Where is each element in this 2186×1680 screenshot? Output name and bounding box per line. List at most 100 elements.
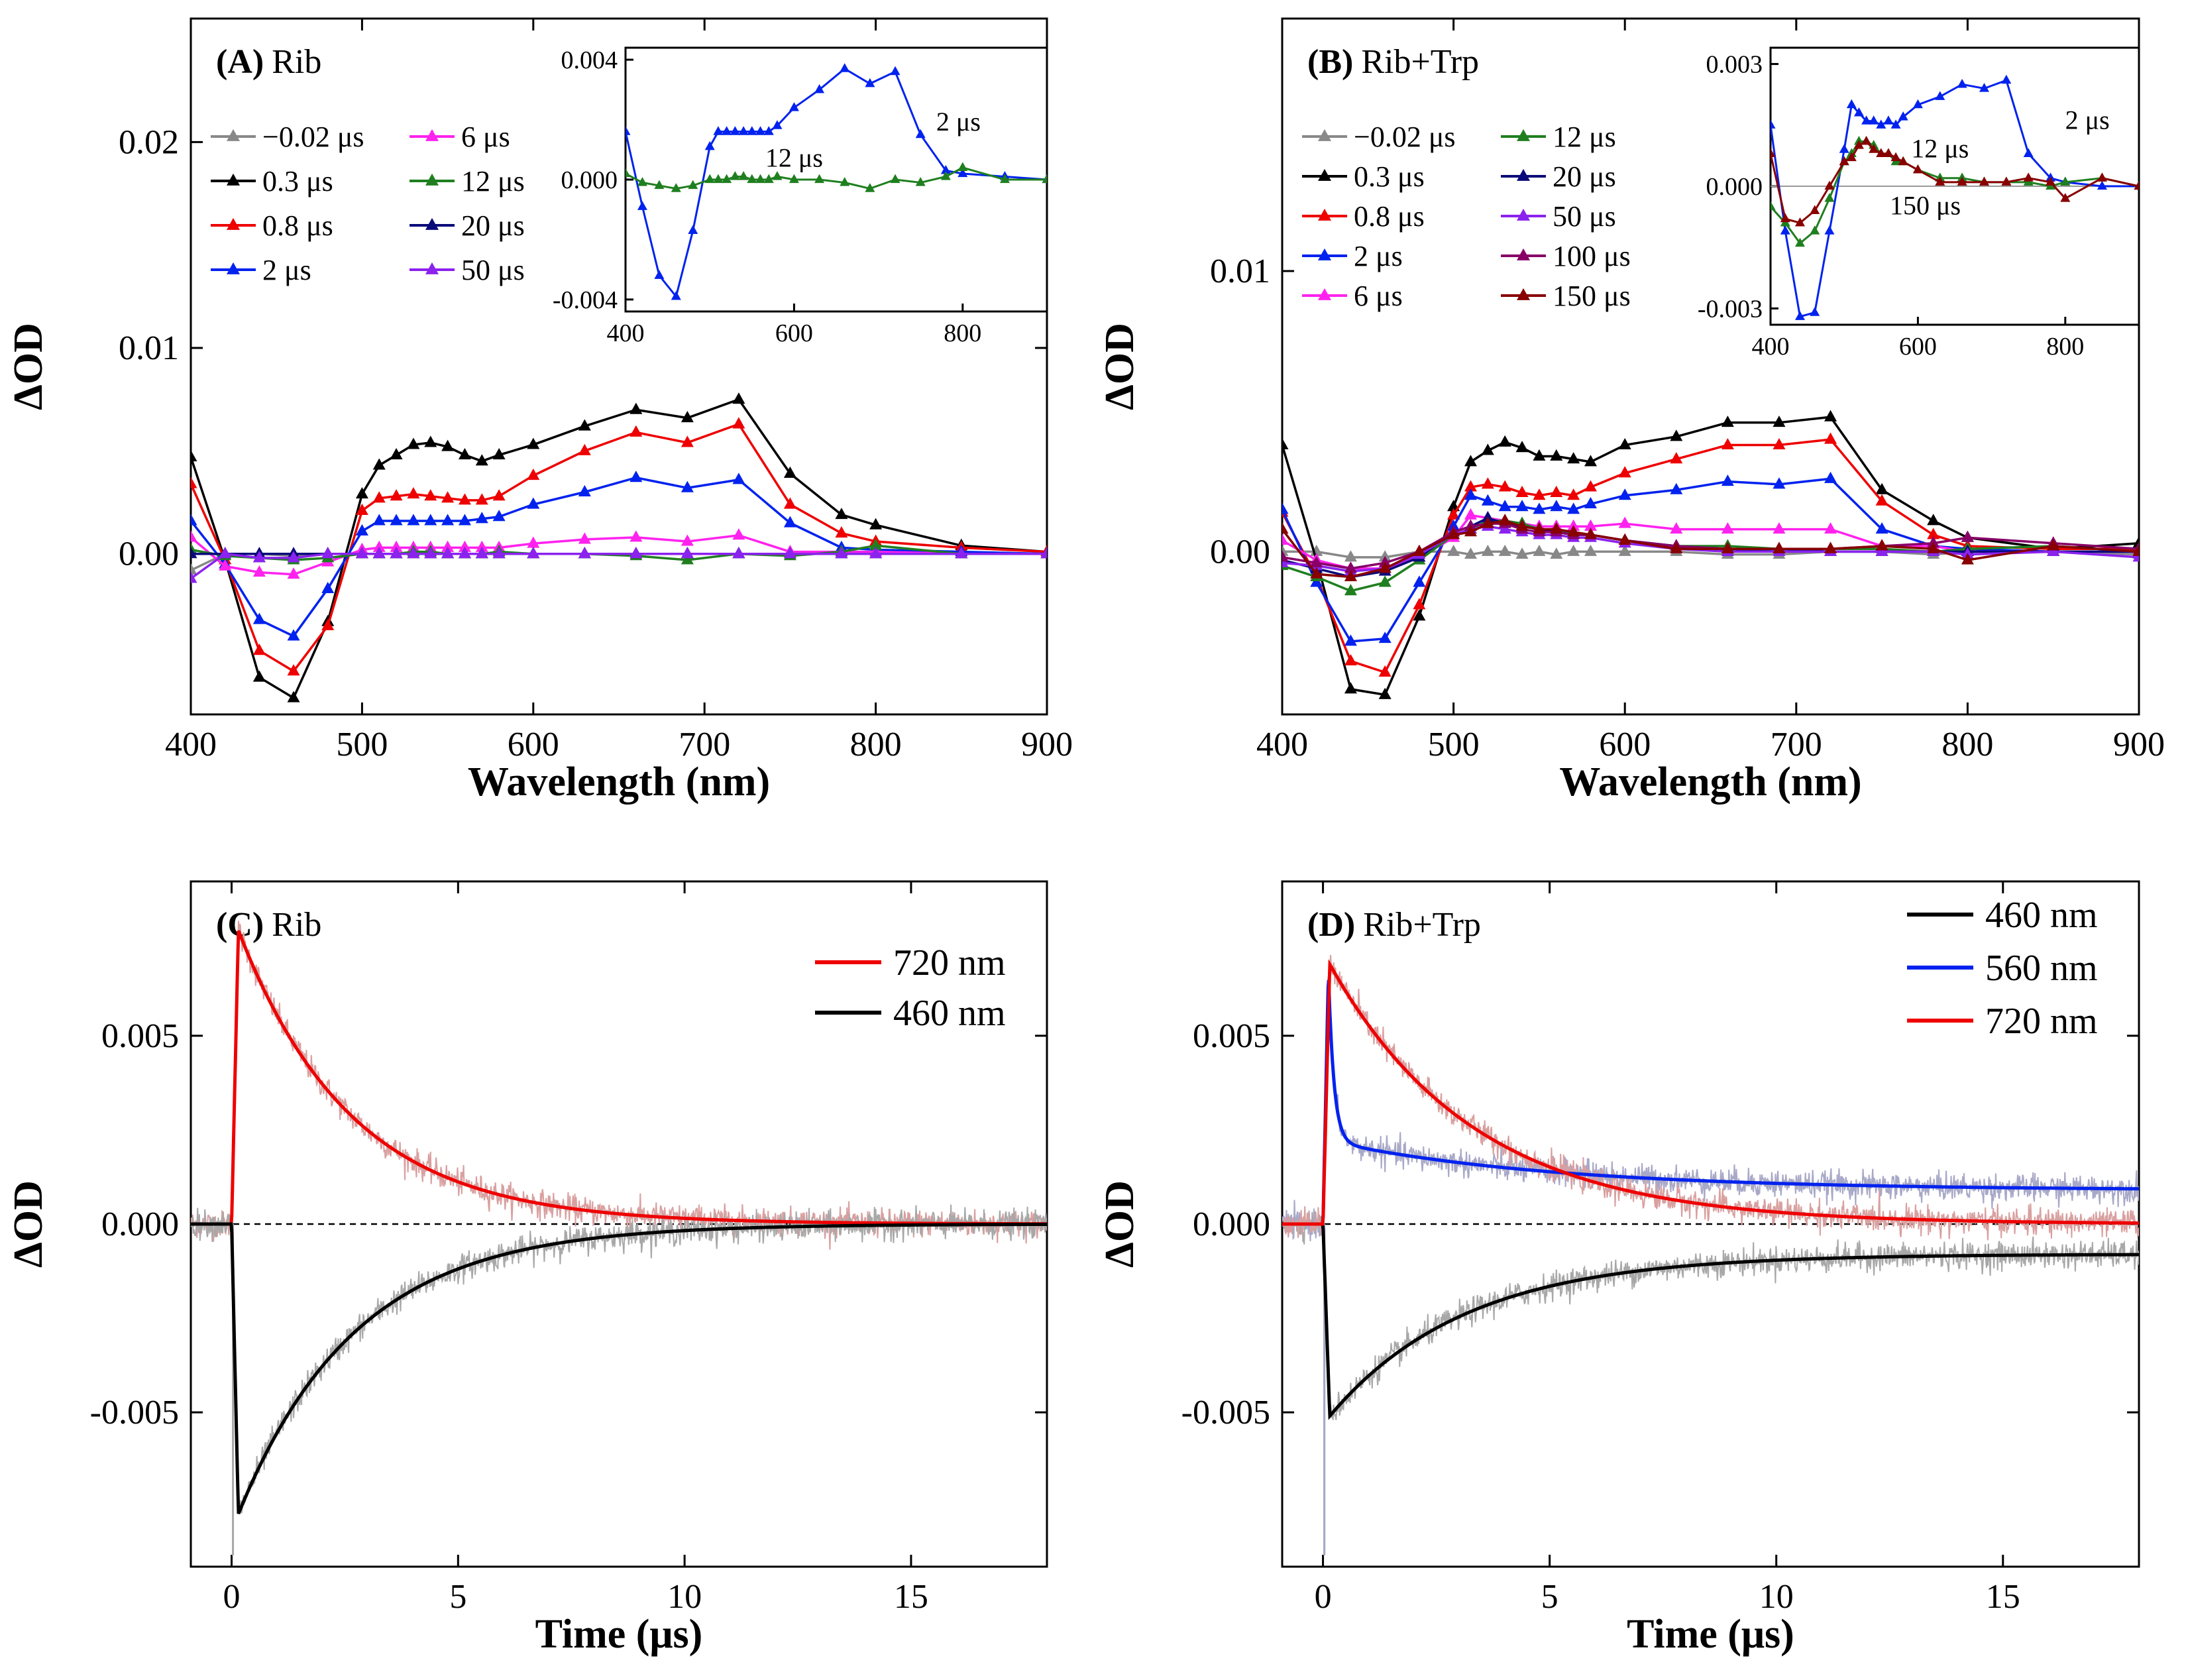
data-point — [1318, 129, 1331, 141]
data-point — [732, 417, 745, 429]
data-point — [1498, 435, 1511, 447]
data-point — [2097, 172, 2107, 182]
data-point — [1282, 550, 1289, 562]
series-line — [1282, 520, 2139, 579]
data-point — [2060, 193, 2071, 202]
data-point — [704, 174, 715, 184]
data-point — [626, 168, 631, 178]
data-point — [1447, 528, 1460, 539]
data-point — [287, 629, 300, 641]
data-point — [441, 514, 455, 526]
data-point — [424, 435, 437, 447]
data-point — [1824, 522, 1837, 534]
data-point — [1464, 480, 1477, 492]
data-point — [227, 129, 240, 141]
legend-label: 720 nm — [1985, 1001, 2098, 1042]
data-point — [1935, 91, 1945, 100]
data-point — [287, 551, 300, 563]
data-point — [1464, 547, 1477, 559]
data-point — [1824, 193, 1835, 202]
inset-y-tick-label: -0.003 — [1698, 295, 1763, 323]
inset-y-tick-label: -0.004 — [553, 286, 618, 314]
data-point — [869, 547, 883, 559]
data-point — [713, 174, 724, 184]
data-point — [772, 120, 783, 129]
data-point — [1515, 500, 1529, 512]
legend-label: 12 μs — [1553, 121, 1616, 153]
data-point — [1869, 144, 1879, 153]
data-point — [1927, 541, 1940, 553]
data-point — [1912, 99, 1923, 109]
legend-label: 460 nm — [1985, 895, 2098, 936]
y-tick-label: -0.005 — [1181, 1394, 1270, 1431]
inset-x-tick-label: 800 — [944, 319, 981, 347]
data-point — [425, 173, 439, 186]
inset-annotation: 2 μs — [936, 107, 981, 137]
data-point — [1771, 148, 1776, 157]
data-point — [1533, 488, 1546, 500]
data-point — [321, 547, 335, 559]
series-group — [191, 921, 1047, 1555]
data-point — [355, 487, 368, 499]
data-point — [1810, 225, 1820, 235]
data-point — [732, 392, 745, 404]
data-point — [629, 471, 643, 482]
data-point — [1447, 544, 1460, 556]
data-point — [321, 581, 335, 594]
data-point — [287, 664, 300, 676]
panel-letter: (D) — [1307, 906, 1355, 944]
panel-name: Rib — [272, 906, 321, 944]
y-tick-label: 0.00 — [1210, 533, 1270, 571]
data-point — [1618, 437, 1631, 450]
data-point — [1824, 180, 1835, 190]
data-point — [1517, 248, 1530, 260]
x-tick-label: 10 — [1759, 1578, 1794, 1616]
data-point — [475, 493, 488, 505]
panel-letter: (B) — [1307, 43, 1353, 81]
inset-y-tick-label: 0.003 — [1706, 51, 1763, 79]
data-point — [1773, 541, 1786, 553]
data-point — [1413, 609, 1426, 621]
data-point — [1861, 115, 1872, 125]
data-point — [1898, 111, 1908, 121]
data-point — [191, 571, 197, 583]
data-point — [2132, 544, 2139, 556]
data-point — [1378, 561, 1392, 573]
panel-c: 0 5 10 15 -0.005 0.000 0.005 Time (μs) ΔOD (C) Rib… — [6, 880, 1048, 1657]
data-point — [441, 540, 455, 552]
data-point — [1846, 152, 1857, 162]
data-point — [1853, 140, 1864, 149]
data-point — [772, 171, 783, 180]
data-point — [424, 514, 437, 526]
y-axis-label: ΔOD — [1097, 1180, 1142, 1268]
data-point — [1498, 480, 1511, 492]
data-point — [2001, 176, 2012, 186]
data-point — [390, 447, 403, 460]
data-point — [1517, 288, 1530, 300]
legend-label: 460 nm — [893, 993, 1006, 1034]
data-point — [390, 514, 403, 526]
data-point — [1721, 416, 1734, 427]
data-point — [1670, 541, 1683, 553]
legend-label: 720 nm — [893, 942, 1006, 983]
data-point — [890, 174, 901, 184]
data-point — [637, 177, 647, 186]
data-point — [1721, 541, 1734, 553]
y-tick-label: 0.00 — [119, 535, 179, 573]
data-point — [1584, 544, 1597, 556]
data-point — [1318, 168, 1331, 181]
data-point — [227, 262, 240, 274]
data-point — [1584, 455, 1597, 467]
data-point — [1957, 176, 1967, 186]
data-point — [1344, 569, 1357, 582]
series-line — [1282, 438, 2139, 674]
data-point — [1883, 115, 1894, 125]
data-point — [783, 547, 796, 559]
data-point — [424, 547, 437, 559]
data-point — [688, 180, 698, 190]
data-point — [492, 489, 506, 501]
data-point — [629, 547, 643, 559]
fit-curve — [1282, 959, 2139, 1226]
data-point — [1310, 567, 1323, 579]
raw-trace — [191, 1204, 1047, 1514]
